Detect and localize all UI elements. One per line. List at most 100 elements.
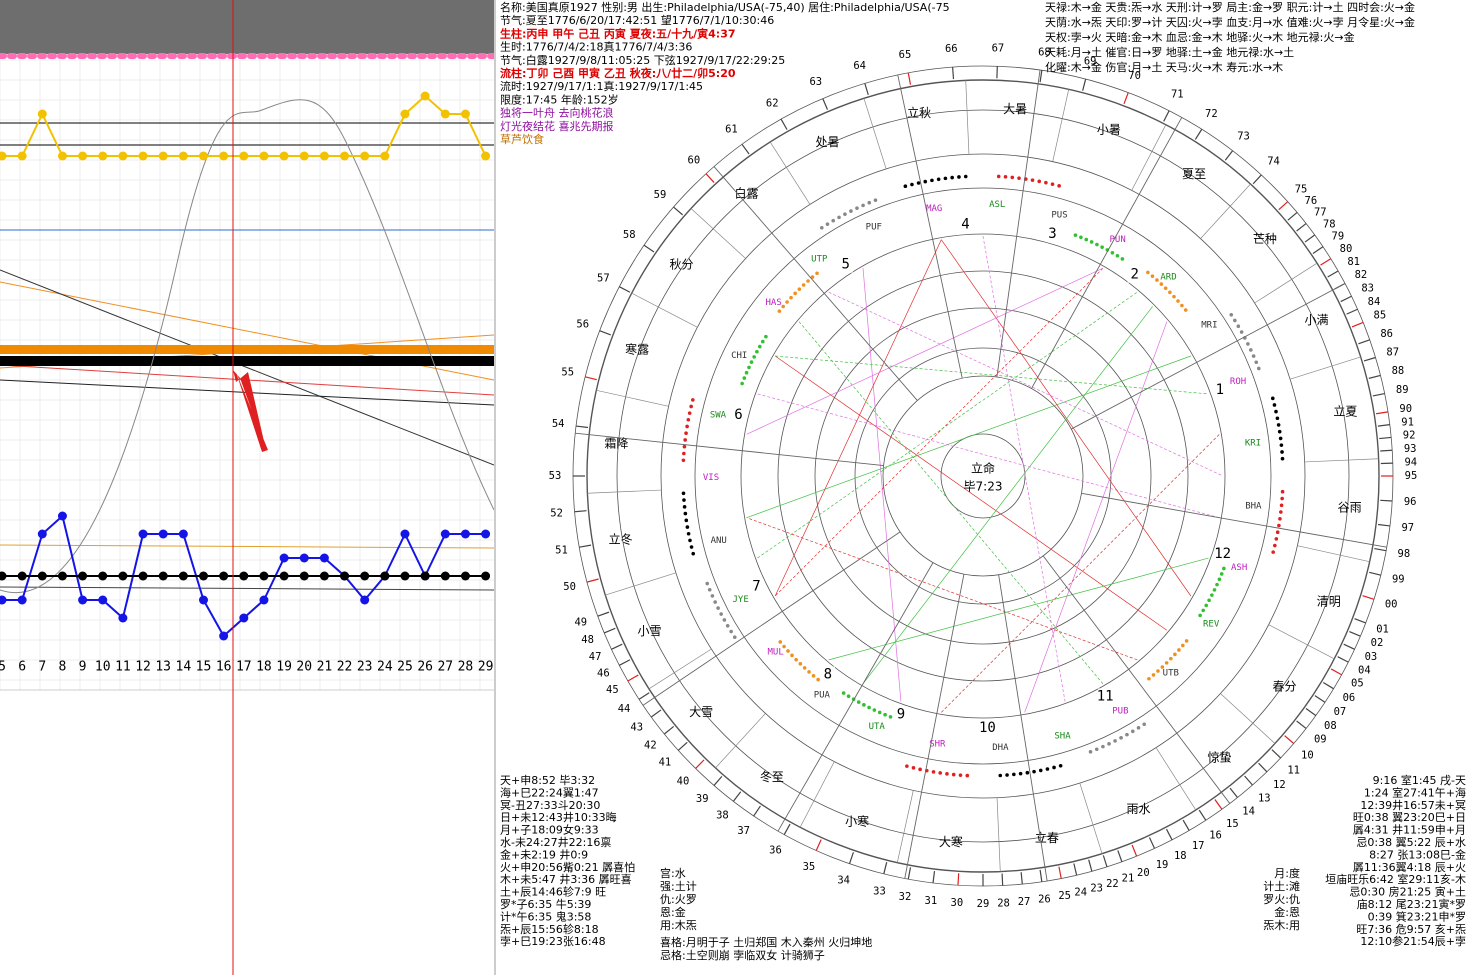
point — [239, 572, 248, 581]
arc-dot — [1052, 766, 1056, 770]
aspect-line — [747, 268, 1103, 434]
arc-dot — [930, 179, 934, 183]
solar-term: 秋分 — [670, 257, 694, 271]
degree-tick — [1355, 619, 1366, 623]
degree-label: 96 — [1404, 496, 1417, 508]
x-tick-label: 17 — [236, 660, 252, 675]
point — [118, 572, 127, 581]
arc-dot — [820, 226, 824, 230]
planet-line: 8:27 张13:08巳-金 — [1369, 847, 1466, 861]
point — [441, 572, 450, 581]
palace-line: 强:土计 — [660, 880, 697, 893]
arc-dot — [684, 512, 688, 516]
degree-tick — [1230, 788, 1237, 797]
ring — [778, 271, 1188, 681]
arc-dot — [932, 770, 936, 774]
degree-tick — [1124, 93, 1128, 104]
arc-dot — [1119, 736, 1123, 740]
arc-dot — [998, 774, 1002, 778]
point — [259, 152, 268, 161]
point — [98, 572, 107, 581]
arc-dot — [1095, 243, 1099, 247]
degree-tick — [575, 511, 587, 512]
degree-label: 35 — [803, 861, 816, 873]
point — [481, 152, 490, 161]
degree-label: 47 — [589, 651, 602, 663]
arc-dot — [781, 305, 785, 309]
wheel: 0001020304050607080910111213141516171819… — [549, 42, 1418, 910]
degree-tick — [714, 776, 722, 785]
point — [199, 596, 208, 605]
ring — [661, 154, 1305, 798]
point — [118, 614, 127, 623]
info-line: 天禄:木→金 天贵:炁→水 天刑:计→罗 局主:金→罗 职元:计→土 四时会:火… — [1045, 0, 1415, 14]
degree-tick — [1347, 309, 1358, 314]
point — [401, 110, 410, 119]
arc-dot — [878, 711, 882, 715]
degree-tick — [628, 675, 638, 681]
degree-label: 30 — [951, 897, 964, 909]
pattern-line: 忌格:土空则崩 孛临双女 计骑狮子 — [660, 948, 825, 962]
arc-dot — [826, 222, 830, 226]
term-divider — [632, 293, 698, 327]
degree-label: 87 — [1386, 346, 1399, 358]
black-band — [0, 356, 494, 366]
arc-dot — [959, 773, 963, 777]
arc-dot — [1111, 251, 1115, 255]
solar-term: 谷雨 — [1338, 501, 1362, 515]
arc-dot — [944, 177, 948, 181]
ring — [573, 66, 1393, 886]
degree-label: 63 — [809, 76, 822, 88]
point — [139, 530, 148, 539]
point — [199, 572, 208, 581]
x-tick-label: 5 — [0, 660, 6, 675]
planet-line: 孛+巳19:23张16:48 — [500, 935, 606, 948]
arc-dot — [1278, 517, 1282, 521]
point — [18, 596, 27, 605]
degree-tick — [1341, 296, 1352, 301]
degree-label: 24 — [1074, 887, 1087, 899]
arc-dot — [684, 519, 688, 523]
arc-dot — [1004, 175, 1008, 179]
degree-tick — [1378, 425, 1390, 427]
solar-term: 小雪 — [637, 624, 661, 638]
arc-dot — [861, 204, 865, 208]
degree-tick — [1331, 669, 1341, 675]
house-number: 2 — [1130, 267, 1138, 283]
nakshatra: PUA — [814, 691, 831, 701]
arc-dot — [1177, 648, 1181, 652]
degree-tick — [1118, 850, 1122, 861]
planet-line: 冥-丑27:33斗20:30 — [500, 799, 600, 812]
degree-label: 38 — [716, 810, 729, 822]
arc-dot — [965, 774, 969, 778]
arc-dot — [1131, 730, 1135, 734]
term-divider — [1297, 546, 1369, 562]
degree-label: 65 — [899, 49, 912, 61]
point — [179, 530, 188, 539]
arc-dot — [799, 662, 803, 666]
degree-tick — [1313, 247, 1323, 254]
degree-label: 16 — [1209, 829, 1222, 841]
degree-tick — [1328, 271, 1338, 277]
degree-label: 44 — [618, 703, 631, 715]
arc-dot — [752, 355, 756, 359]
term-divider — [864, 98, 886, 169]
planet-line: 水-未24:27井22:16禀 — [500, 835, 611, 849]
degree-label: 02 — [1371, 637, 1384, 649]
planet-line: 9:16 室1:45 戌-天 — [1373, 773, 1466, 787]
degree-tick — [1215, 799, 1222, 809]
arc-dot — [883, 713, 887, 717]
arc-dot — [1169, 657, 1173, 661]
degree-label: 93 — [1404, 443, 1417, 455]
arc-dot — [857, 700, 861, 704]
arc-dot — [849, 209, 853, 213]
arc-dot — [1012, 773, 1016, 777]
arc-dot — [964, 175, 968, 179]
arc-dot — [1233, 319, 1237, 323]
x-tick-label: 14 — [176, 660, 192, 675]
point — [280, 152, 289, 161]
pattern-line: 喜格:月明于子 土归郑国 木入秦州 火归坤地 — [660, 935, 872, 949]
x-tick-label: 16 — [216, 660, 232, 675]
header-line: 生柱:丙申 甲午 己丑 丙寅 夏夜:五/十九/寅4:37 — [500, 26, 736, 40]
point — [401, 530, 410, 539]
